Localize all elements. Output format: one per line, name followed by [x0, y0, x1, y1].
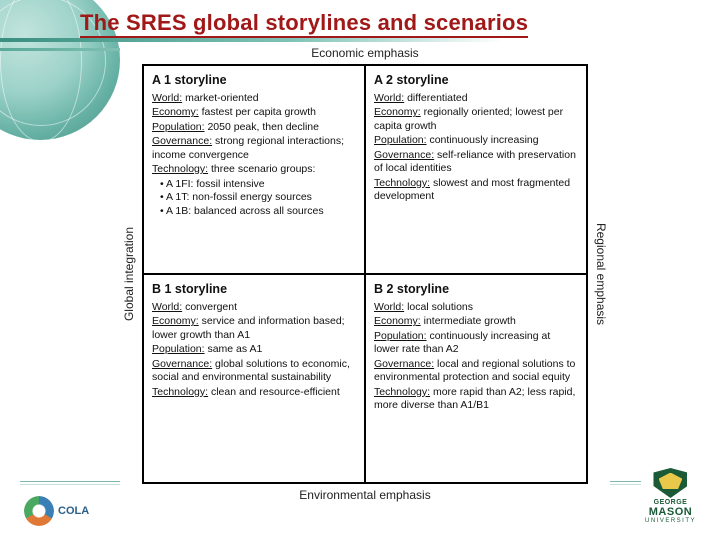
attribute-label: Technology:: [152, 163, 208, 175]
attribute-label: Population:: [152, 121, 205, 133]
attribute-label: Governance:: [152, 358, 212, 370]
attribute-row: Technology: clean and resource-efficient: [152, 386, 356, 399]
attribute-label: Technology:: [374, 386, 430, 398]
attribute-row: Economy: fastest per capita growth: [152, 106, 356, 119]
gmu-shield-icon: [653, 468, 687, 498]
attribute-label: Economy:: [374, 315, 421, 327]
quadrant-heading: B 2 storyline: [374, 281, 578, 297]
attribute-row: Population: 2050 peak, then decline: [152, 121, 356, 134]
bullet-item: A 1B: balanced across all sources: [152, 205, 356, 218]
logo-cola: COLA: [24, 496, 89, 526]
logo-gmu: GEORGE MASON UNIVERSITY: [641, 466, 700, 526]
attribute-label: Technology:: [152, 386, 208, 398]
attribute-label: Economy:: [374, 106, 421, 118]
gmu-line1: GEORGE: [645, 499, 696, 506]
attribute-label: World:: [374, 92, 404, 104]
attribute-label: World:: [152, 92, 182, 104]
attribute-row: Technology: slowest and most fragmented …: [374, 177, 578, 204]
attribute-row: Population: same as A1: [152, 343, 356, 356]
quadrant-body: World: differentiatedEconomy: regionally…: [374, 92, 578, 204]
quadrant-heading: A 1 storyline: [152, 72, 356, 88]
bullet-item: A 1FI: fossil intensive: [152, 178, 356, 191]
quadrant-heading: A 2 storyline: [374, 72, 578, 88]
gmu-line3: UNIVERSITY: [645, 518, 696, 524]
cola-text: COLA: [58, 505, 89, 517]
attribute-row: Economy: intermediate growth: [374, 315, 578, 328]
quadrant-body: World: convergentEconomy: service and in…: [152, 301, 356, 399]
attribute-row: Governance: self-reliance with preservat…: [374, 149, 578, 176]
attribute-label: Governance:: [152, 135, 212, 147]
attribute-label: Population:: [374, 330, 427, 342]
attribute-row: Governance: global solutions to economic…: [152, 358, 356, 385]
attribute-row: World: market-oriented: [152, 92, 356, 105]
attribute-row: Technology: three scenario groups:: [152, 163, 356, 176]
axis-right-label: Regional emphasis: [592, 46, 610, 502]
quadrant-a2: A 2 storyline World: differentiatedEcono…: [365, 65, 587, 274]
quadrant-grid: A 1 storyline World: market-orientedEcon…: [142, 64, 588, 484]
attribute-label: Economy:: [152, 315, 199, 327]
attribute-row: Economy: service and information based; …: [152, 315, 356, 342]
attribute-label: Technology:: [374, 177, 430, 189]
gmu-line2: MASON: [645, 506, 696, 518]
attribute-row: Technology: more rapid than A2; less rap…: [374, 386, 578, 413]
attribute-row: Economy: regionally oriented; lowest per…: [374, 106, 578, 133]
attribute-label: World:: [374, 301, 404, 313]
quadrant-b1: B 1 storyline World: convergentEconomy: …: [143, 274, 365, 483]
cola-swirl-icon: [24, 496, 54, 526]
header-stripe: [0, 38, 720, 42]
quadrant-body: World: market-orientedEconomy: fastest p…: [152, 92, 356, 218]
attribute-row: World: differentiated: [374, 92, 578, 105]
attribute-label: Governance:: [374, 149, 434, 161]
attribute-row: Governance: local and regional solutions…: [374, 358, 578, 385]
attribute-row: World: convergent: [152, 301, 356, 314]
attribute-label: Population:: [374, 134, 427, 146]
quadrant-heading: B 1 storyline: [152, 281, 356, 297]
quadrant-b2: B 2 storyline World: local solutionsEcon…: [365, 274, 587, 483]
axis-top-label: Economic emphasis: [120, 46, 610, 60]
sres-matrix-figure: Economic emphasis Environmental emphasis…: [120, 46, 610, 502]
attribute-row: Population: continuously increasing at l…: [374, 330, 578, 357]
slide-title: The SRES global storylines and scenarios: [80, 10, 528, 36]
attribute-label: Population:: [152, 343, 205, 355]
quadrant-a1: A 1 storyline World: market-orientedEcon…: [143, 65, 365, 274]
attribute-label: Economy:: [152, 106, 199, 118]
quadrant-body: World: local solutionsEconomy: intermedi…: [374, 301, 578, 413]
attribute-row: Population: continuously increasing: [374, 134, 578, 147]
axis-bottom-label: Environmental emphasis: [120, 488, 610, 502]
attribute-label: Governance:: [374, 358, 434, 370]
attribute-row: Governance: strong regional interactions…: [152, 135, 356, 162]
axis-left-label: Global integration: [120, 46, 138, 502]
attribute-row: World: local solutions: [374, 301, 578, 314]
attribute-label: World:: [152, 301, 182, 313]
bullet-item: A 1T: non-fossil energy sources: [152, 191, 356, 204]
